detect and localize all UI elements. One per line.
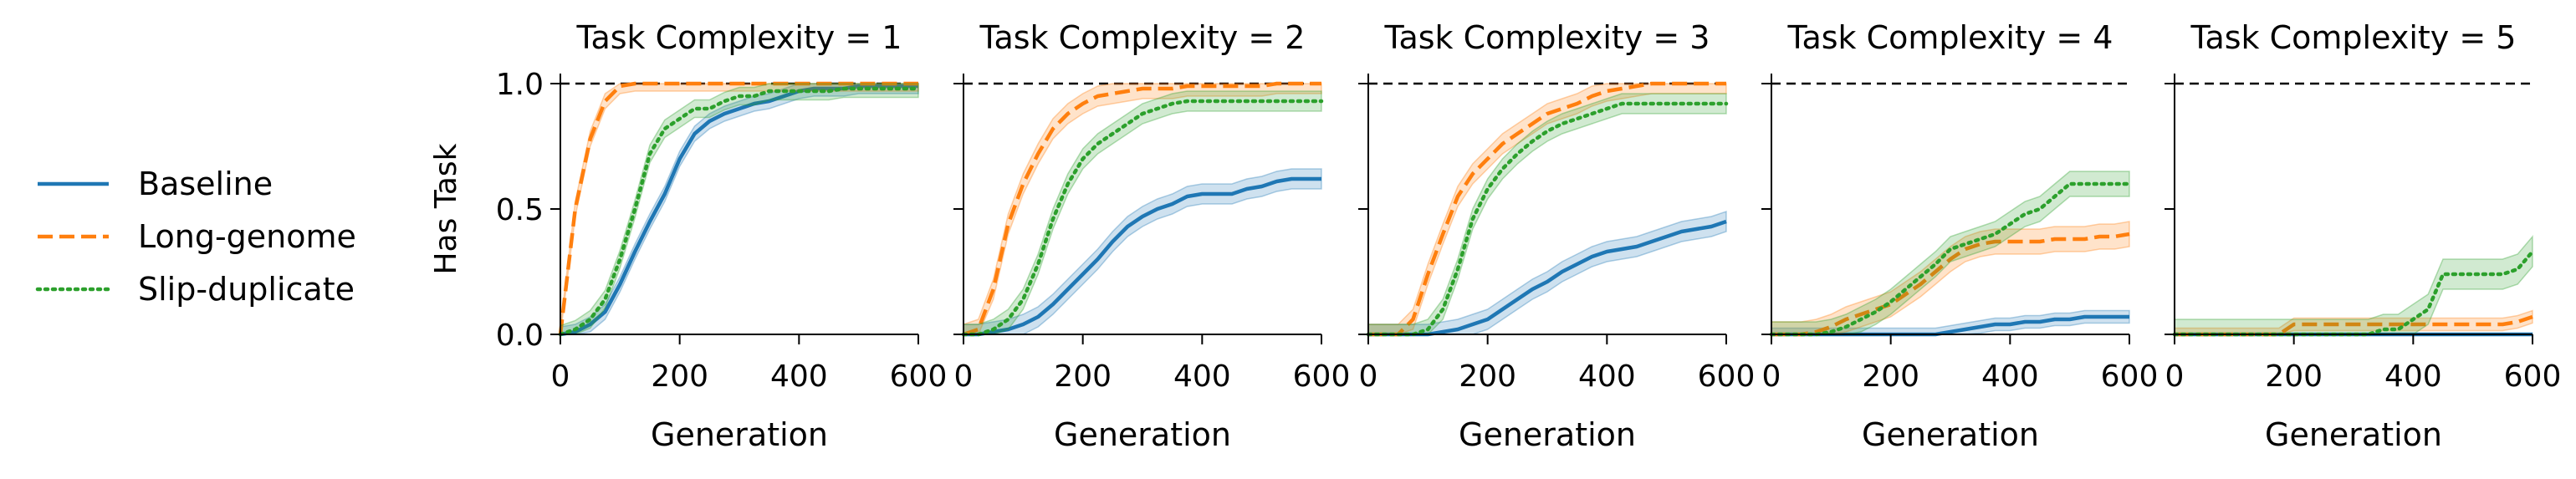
x-tick-label: 200 (1862, 359, 1919, 394)
x-axis-label: Generation (1862, 416, 2039, 453)
x-tick-label: 0 (551, 359, 570, 394)
x-tick-label: 600 (1293, 359, 1351, 394)
confidence-band-slip-duplicate (560, 83, 919, 335)
series-line-slip-duplicate (1366, 101, 1729, 337)
panel-title: Task Complexity = 4 (1787, 19, 2113, 56)
x-axis-label: Generation (1054, 416, 1231, 453)
confidence-band-baseline (560, 83, 919, 335)
x-axis-label: Generation (2265, 416, 2442, 453)
x-tick-label: 600 (1698, 359, 1756, 394)
series-line-baseline (963, 176, 1321, 337)
panel-title: Task Complexity = 2 (979, 19, 1306, 56)
y-tick-label: 0.5 (496, 193, 544, 227)
panel-title: Task Complexity = 5 (2190, 19, 2517, 56)
y-tick-label: 1.0 (496, 68, 544, 102)
legend-label-slip-duplicate: Slip-duplicate (138, 271, 355, 308)
confidence-band-long-genome (560, 83, 919, 335)
series-line-baseline (560, 84, 918, 337)
confidence-band-baseline (1367, 210, 1727, 335)
y-tick-label: 0.0 (496, 318, 544, 353)
series-line-long-genome (558, 81, 918, 335)
panel-4: Task Complexity = 4 0 200 400 600 Generation (1761, 19, 2158, 453)
series-line-long-genome (2175, 314, 2533, 337)
x-tick-label: 400 (770, 359, 828, 394)
confidence-band-long-genome (963, 83, 1322, 335)
confidence-band-long-genome (1367, 83, 1727, 335)
y-axis-label: Has Task (429, 143, 463, 274)
panel-5: Task Complexity = 5 0 200 400 600 Generation (2165, 19, 2561, 453)
series-line-long-genome (963, 81, 1321, 337)
panel-3: Task Complexity = 3 0 200 400 600 Generation (1358, 19, 1755, 453)
x-tick-label: 600 (890, 359, 948, 394)
x-tick-label: 0 (1762, 359, 1781, 394)
legend-label-long-genome: Long-genome (138, 218, 356, 255)
panel-title: Task Complexity = 1 (576, 19, 902, 56)
x-tick-label: 400 (2384, 359, 2442, 394)
series-line-long-genome (1368, 81, 1726, 337)
x-tick-label: 0 (1359, 359, 1378, 394)
x-tick-label: 400 (1578, 359, 1636, 394)
legend-label-baseline: Baseline (138, 166, 273, 202)
panel-2: Task Complexity = 2 0 200 400 600 Generation (953, 19, 1350, 453)
x-tick-label: 400 (1981, 359, 2039, 394)
x-tick-label: 0 (2165, 359, 2185, 394)
confidence-band-baseline (963, 168, 1322, 335)
confidence-band-slip-duplicate (963, 90, 1322, 335)
x-tick-label: 0 (954, 359, 974, 394)
x-tick-label: 200 (651, 359, 708, 394)
series-line-slip-duplicate (558, 86, 921, 337)
confidence-band-slip-duplicate (1771, 171, 2130, 335)
x-axis-label: Generation (651, 416, 828, 453)
x-tick-label: 200 (1459, 359, 1516, 394)
x-tick-label: 200 (1054, 359, 1112, 394)
x-tick-label: 600 (2504, 359, 2562, 394)
x-tick-label: 400 (1173, 359, 1231, 394)
panel-title: Task Complexity = 3 (1384, 19, 1710, 56)
panel-1: Task Complexity = 1 0.0 0.5 1.0 0 200 400 600 Ge… (496, 19, 948, 453)
x-axis-label: Generation (1459, 416, 1636, 453)
x-tick-label: 200 (2265, 359, 2323, 394)
confidence-band-long-genome (1771, 221, 2130, 335)
series-line-slip-duplicate (1769, 181, 2132, 337)
x-tick-label: 600 (2101, 359, 2159, 394)
legend: Baseline Long-genome Slip-duplicate (35, 166, 356, 308)
series-line-slip-duplicate (961, 99, 1324, 337)
series-line-long-genome (1771, 232, 2130, 337)
